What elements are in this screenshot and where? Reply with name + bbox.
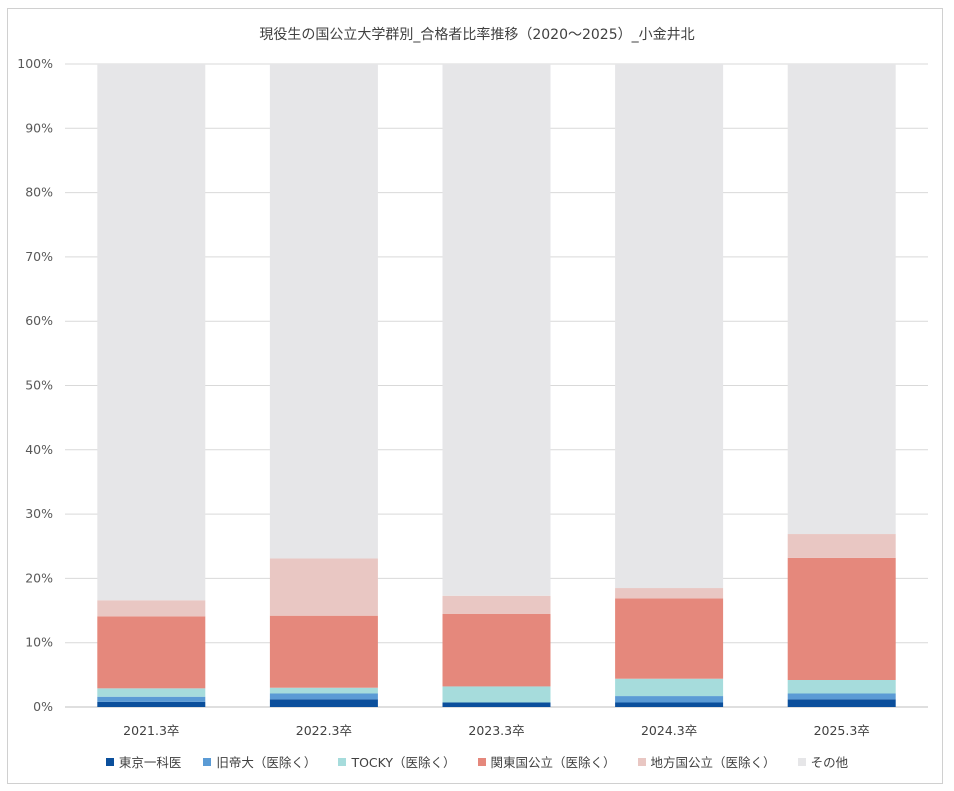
x-tick-label: 2024.3卒 [641, 723, 697, 738]
legend-label: 地方国公立（医除く） [650, 755, 776, 770]
bar-segment [615, 702, 724, 707]
legend-item: 関東国公立（医除く） [477, 752, 616, 771]
y-axis: 0% 10% 20% 30% 40% 50% 60% 70% 80% 90% 100% [17, 56, 53, 714]
legend-item: 地方国公立（医除く） [637, 752, 776, 771]
legend-swatch [797, 757, 806, 766]
legend-swatch [203, 757, 212, 766]
legend-swatch [105, 757, 114, 766]
y-tick-label: 30% [25, 506, 53, 521]
bar-segment [269, 693, 378, 700]
y-tick-label: 50% [25, 378, 53, 393]
legend-label: 関東国公立（医除く） [490, 755, 616, 770]
legend-label: 旧帝大（医除く） [216, 755, 317, 770]
bar-stacks [97, 64, 896, 707]
bar-segment [442, 595, 551, 614]
y-tick-label: 40% [25, 442, 53, 457]
bar-segment [442, 613, 551, 687]
legend-swatch [637, 757, 646, 766]
legend-label: TOCKY（医除く） [351, 755, 456, 770]
bar-segment [787, 679, 896, 694]
legend-item: 旧帝大（医除く） [203, 752, 316, 771]
y-tick-label: 90% [25, 120, 53, 135]
legend-swatch [338, 757, 347, 766]
legend-label: その他 [810, 755, 849, 770]
bar-segment [615, 678, 724, 697]
chart-frame [7, 8, 943, 784]
bar-segment [787, 557, 896, 680]
bar-segment [269, 699, 378, 707]
bar-segment [615, 588, 724, 599]
bar-segment [269, 687, 378, 694]
y-tick-label: 70% [25, 249, 53, 264]
y-tick-label: 60% [25, 313, 53, 328]
bar-segment [615, 696, 724, 703]
y-tick-label: 100% [17, 56, 53, 71]
bar-segment [269, 615, 378, 688]
bar-segment [97, 616, 206, 689]
y-tick-label: 20% [25, 570, 53, 585]
x-tick-label: 2025.3卒 [814, 723, 870, 738]
x-tick-label: 2023.3卒 [468, 723, 524, 738]
bar-segment [269, 64, 378, 559]
bar-segment [615, 598, 724, 679]
y-tick-label: 0% [33, 699, 53, 714]
bar-segment [787, 64, 896, 535]
legend: 東京一科医 旧帝大（医除く） TOCKY（医除く） 関東国公立（医除く） 地方国公立（医… [0, 752, 954, 771]
bar-segment [442, 64, 551, 596]
legend-item: その他 [797, 752, 849, 771]
legend-swatch [477, 757, 486, 766]
x-tick-label: 2022.3卒 [296, 723, 352, 738]
legend-label: 東京一科医 [118, 755, 182, 770]
bar-segment [787, 693, 896, 700]
legend-item: 東京一科医 [105, 752, 182, 771]
bar-segment [97, 688, 206, 697]
y-tick-label: 80% [25, 185, 53, 200]
bar-segment [615, 64, 724, 589]
x-axis: 2021.3卒 2022.3卒 2023.3卒 2024.3卒 2025.3卒 [123, 723, 870, 738]
bar-segment [787, 699, 896, 707]
bar-segment [442, 686, 551, 703]
bar-segment [97, 600, 206, 617]
x-tick-label: 2021.3卒 [123, 723, 179, 738]
bar-segment [97, 64, 206, 601]
bar-segment [97, 701, 206, 707]
bar-segment [269, 558, 378, 616]
chart-title: 現役生の国公立大学群別_合格者比率推移（2020～2025）_小金井北 [259, 27, 695, 43]
y-tick-label: 10% [25, 635, 53, 650]
bar-segment [787, 534, 896, 558]
bar-segment [97, 696, 206, 702]
bar-segment [442, 702, 551, 707]
legend-item: TOCKY（医除く） [338, 752, 456, 771]
